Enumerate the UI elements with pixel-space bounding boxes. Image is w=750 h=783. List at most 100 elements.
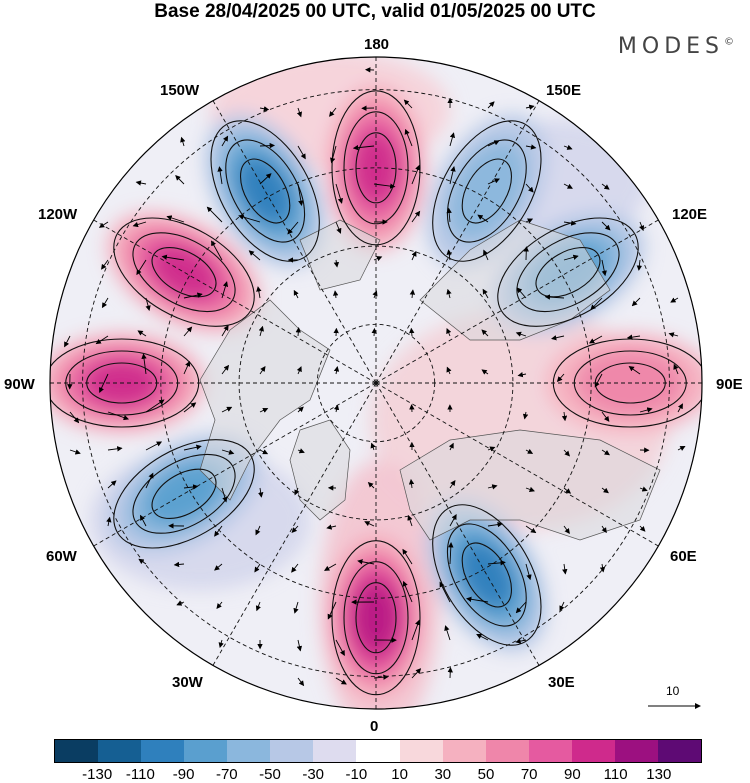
colorbar-cell (141, 740, 185, 762)
colorbar-cell (313, 740, 357, 762)
wind-arrow (448, 442, 454, 451)
colorbar-cell (356, 740, 400, 762)
wind-arrow (448, 542, 454, 565)
contour-set (497, 217, 639, 327)
wind-arrow (522, 411, 529, 420)
wind-arrow (411, 210, 421, 223)
colorbar-tick-label: 130 (646, 766, 672, 783)
wind-arrow (175, 175, 185, 185)
latitude-circle (160, 167, 592, 599)
wind-arrow (291, 525, 299, 533)
wind-arrow (446, 366, 452, 375)
wind-arrow (221, 487, 228, 503)
wind-arrow (466, 596, 489, 603)
wind-arrow (556, 373, 565, 382)
colorbar-tick-label: 50 (477, 766, 495, 783)
wind-arrow (631, 297, 641, 307)
wind-arrow (487, 178, 500, 185)
wind-arrow (259, 407, 269, 413)
wind-arrow (601, 449, 611, 456)
wind-arrow (563, 487, 572, 494)
meridian-line (93, 219, 377, 384)
wind-arrow (402, 580, 413, 603)
lon-label-30e: 30E (548, 674, 575, 691)
wind-arrow (324, 563, 337, 571)
colorbar-cell (657, 740, 701, 762)
wind-arrow (161, 254, 185, 261)
contour-line (446, 139, 527, 243)
wind-arrow (408, 478, 415, 489)
wind-arrow (481, 329, 489, 337)
contour-line (239, 158, 291, 224)
contour-line (151, 468, 217, 520)
wind-arrow (404, 128, 413, 147)
wind-arrow (293, 289, 299, 299)
wind-arrow (296, 107, 303, 118)
wind-arrow (101, 297, 109, 309)
contour-line (113, 439, 255, 549)
wind-arrow (487, 140, 500, 147)
wind-arrow (106, 516, 112, 527)
meridian-line (212, 100, 377, 384)
meridian-line (375, 219, 659, 384)
wind-arrow (145, 441, 163, 451)
brand-name: MODES (617, 34, 724, 59)
contour-set (113, 217, 255, 327)
wind-arrow (449, 514, 457, 527)
wind-arrow (373, 183, 396, 189)
wind-arrow (563, 183, 573, 189)
wind-arrow (297, 406, 304, 413)
wind-arrow (444, 625, 451, 641)
meridian-line (375, 100, 540, 384)
wind-arrow (601, 411, 610, 422)
anomaly-center-negative (426, 498, 548, 652)
contour-line (461, 158, 513, 224)
wind-arrow (516, 287, 527, 299)
colorbar-tick-label: -10 (345, 766, 368, 783)
wind-arrow (107, 411, 130, 421)
wind-arrow (297, 448, 305, 454)
contour-line (225, 139, 306, 243)
wind-arrow (525, 525, 537, 534)
wind-arrow (211, 240, 223, 261)
wind-arrow (221, 406, 233, 413)
contour-line (432, 504, 542, 646)
wind-arrow (297, 183, 304, 207)
colorbar-cell (270, 740, 314, 762)
wind-arrow (138, 558, 147, 565)
colorbar-tick-label: 70 (520, 766, 538, 783)
colorbar-cell (184, 740, 228, 762)
contour-line (432, 120, 542, 262)
wind-arrow (601, 525, 607, 534)
wind-arrow (403, 99, 413, 109)
brand-logo: MODES© (618, 34, 734, 59)
wind-arrow (221, 364, 230, 375)
colorbar-cell (528, 740, 572, 762)
wind-arrow (544, 294, 565, 300)
wind-arrow (599, 563, 606, 573)
wind-arrow (221, 135, 229, 147)
contour-set (432, 120, 542, 262)
wind-arrow (107, 446, 123, 452)
colorbar-cell (442, 740, 486, 762)
wind-arrow (254, 563, 261, 573)
wind-arrow (487, 521, 503, 528)
wind-arrow (218, 639, 224, 648)
vector-scale-label: 10 (666, 684, 680, 698)
colorbar-tick-label: -130 (82, 766, 113, 783)
lon-label-60e: 60E (670, 548, 697, 565)
wind-arrow (297, 677, 305, 687)
contour-set (210, 120, 320, 262)
copyright-mark: © (724, 36, 734, 48)
wind-arrow (173, 561, 185, 568)
wind-arrow (449, 166, 456, 185)
wind-arrow (141, 353, 147, 375)
wind-arrow (335, 639, 345, 657)
contour-line (497, 217, 639, 327)
contour-set (113, 439, 255, 549)
wind-arrow (326, 524, 337, 530)
land-outline (419, 219, 611, 341)
wind-arrow (293, 601, 299, 614)
wind-arrow (333, 259, 340, 268)
wind-arrow (525, 448, 534, 454)
